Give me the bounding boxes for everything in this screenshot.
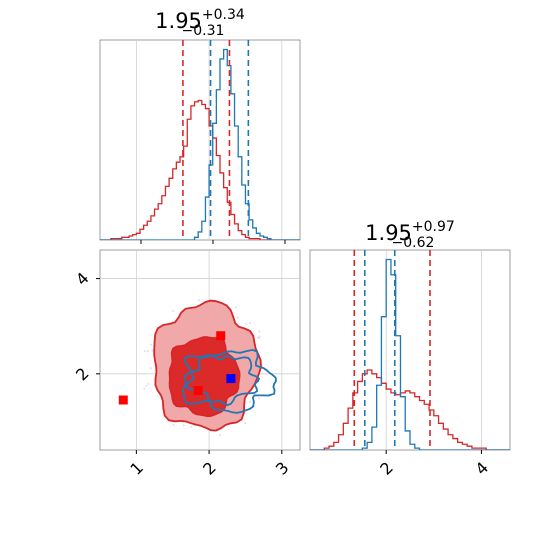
sample-point (146, 350, 149, 353)
sample-point (257, 397, 260, 400)
sample-point (145, 384, 148, 387)
histogram-series (100, 48, 300, 240)
histogram-series (310, 258, 510, 450)
title-value: 1.95 (155, 9, 202, 33)
sample-point (143, 387, 146, 390)
y-tick-label: 4 (72, 269, 93, 290)
sample-point (245, 323, 248, 326)
histogram-series (310, 369, 510, 450)
red-marker (118, 395, 128, 405)
x-tick-label: 3 (272, 458, 293, 479)
x-tick-label: 4 (471, 458, 492, 479)
markers (118, 331, 236, 405)
blue-contours (182, 348, 277, 414)
sample-point (149, 343, 152, 346)
blue-marker (226, 374, 236, 384)
y-tick-label: 2 (72, 364, 93, 385)
sample-point (234, 306, 237, 309)
sample-point (257, 337, 260, 340)
red-marker (216, 331, 226, 341)
histogram-series (100, 99, 300, 240)
sample-point (189, 425, 192, 428)
sample-point (147, 383, 150, 386)
sample-point (172, 423, 175, 426)
sample-point (258, 335, 261, 338)
sample-point (182, 424, 185, 427)
title-lower-error: −0.62 (392, 235, 435, 251)
panel-title: 1.95+0.34 −0.31 (155, 7, 245, 39)
title-upper-error: +0.34 (202, 7, 245, 23)
sample-point (149, 367, 152, 370)
sample-point (197, 299, 200, 302)
panel-title: 1.95+0.97 −0.62 (365, 219, 455, 251)
sample-point (218, 433, 221, 436)
histogram-steps (100, 48, 300, 240)
sample-point (172, 309, 175, 312)
sample-point (249, 400, 252, 403)
title-lower-error: −0.31 (182, 23, 225, 39)
blue-contour-level (185, 354, 261, 406)
y-axis-ticks: 24 (72, 269, 100, 385)
quantile-lines (353, 250, 431, 450)
axes-frame (99, 39, 301, 241)
sample-point (248, 322, 251, 325)
sample-point (151, 349, 154, 352)
quantile-lines (182, 40, 250, 240)
sample-point (236, 316, 239, 319)
x-tick-label: 2 (376, 458, 397, 479)
panel-top-left-histogram: 1.95+0.34 −0.31 (99, 7, 301, 244)
axes-ticks (140, 240, 286, 244)
sample-point (143, 350, 146, 353)
title-upper-error: +0.97 (412, 219, 455, 235)
sample-point (244, 422, 247, 425)
red-marker (193, 385, 203, 395)
sample-point (258, 330, 261, 333)
x-tick-label: 2 (199, 458, 220, 479)
x-axis-ticks: 1 2 3 (126, 450, 292, 479)
title-value: 1.95 (365, 221, 412, 245)
grid (135, 40, 283, 240)
x-tick-label: 1 (126, 458, 147, 479)
axes-frame (309, 249, 511, 451)
blue-contour-level (182, 348, 277, 414)
histogram-steps (310, 258, 510, 450)
